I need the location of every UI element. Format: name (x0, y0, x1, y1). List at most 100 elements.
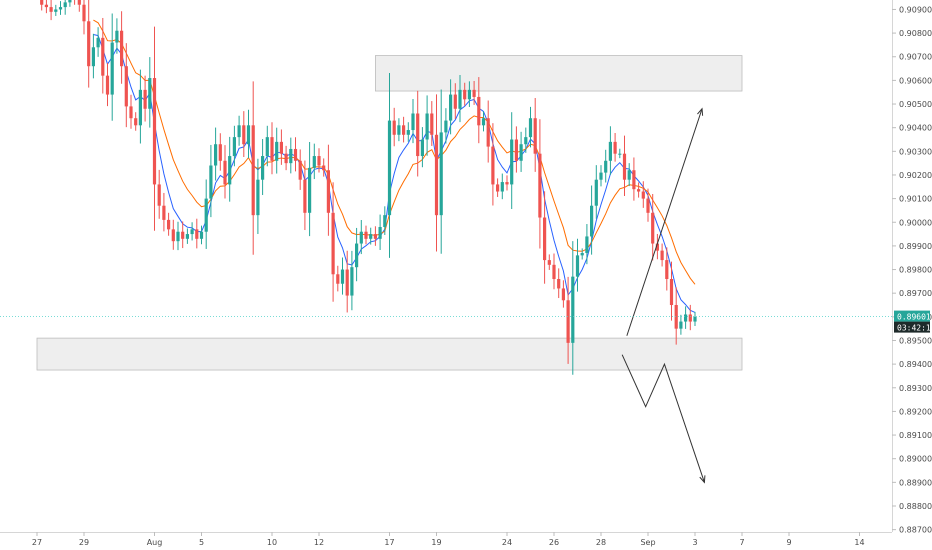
candle-body (369, 234, 373, 239)
candle-body (148, 78, 152, 109)
candle-body (115, 30, 119, 43)
candle-body (251, 125, 255, 216)
arrowhead-icon (699, 475, 706, 484)
candle-body (336, 274, 340, 284)
candle-body (538, 153, 542, 218)
candle-body (397, 125, 401, 135)
candle-body (660, 250, 664, 261)
price-tick-label: 0.89000 (899, 455, 932, 464)
candle-body (500, 182, 504, 192)
candle-body (124, 66, 128, 107)
candle-body (298, 160, 302, 180)
candle-body (138, 89, 142, 126)
candle-body (265, 137, 269, 157)
price-tick-label: 0.90100 (899, 195, 932, 204)
candle-body (420, 139, 424, 157)
candle-body (195, 229, 199, 239)
candle-body (101, 37, 105, 76)
candle-body (322, 165, 326, 171)
candle-body (566, 300, 570, 343)
price-tick-label: 0.89800 (899, 266, 932, 275)
zones-layer (36, 55, 743, 371)
candle-body (387, 120, 392, 216)
candle-body (679, 321, 683, 329)
projections-layer (621, 107, 706, 484)
candle-body (275, 141, 279, 161)
time-tick-label: 17 (384, 538, 394, 547)
candle-body (143, 89, 147, 109)
candle-body (331, 212, 335, 275)
arrowhead-icon (697, 107, 704, 116)
time-axis[interactable]: 27 29 Aug 5 10 12 17 19 24 26 28 Sep 3 7 9 14 (32, 532, 865, 547)
candle-body (590, 205, 594, 237)
candle-body (571, 276, 575, 343)
price-axis[interactable]: 0.88700 0.88800 0.88900 0.89000 0.89100 0.892… (892, 5, 932, 535)
time-tick-label: 9 (786, 538, 791, 547)
candle-body (439, 132, 443, 216)
candle-body (632, 170, 636, 190)
candle-body (129, 106, 133, 119)
candle-body (44, 4, 48, 8)
candle-body (561, 288, 565, 301)
candle-body (674, 305, 678, 329)
moving-averages-layer (93, 19, 696, 313)
candle-body (411, 113, 415, 131)
price-tick-label: 0.88900 (899, 478, 932, 487)
time-tick-label: 10 (267, 538, 277, 547)
candle-body (585, 236, 589, 253)
candle-body (533, 118, 537, 154)
candle-body (406, 130, 410, 135)
candle-body (293, 148, 298, 161)
candle-body (613, 141, 617, 154)
bearish-projection-line (621, 354, 705, 483)
candle-body (383, 215, 387, 227)
price-tick-label: 0.90600 (899, 76, 932, 85)
candle-body (604, 160, 608, 173)
candle-body (232, 137, 236, 157)
candle-body (96, 37, 100, 48)
candle-body (637, 189, 641, 192)
candle-body (350, 267, 354, 296)
time-tick-label: 14 (854, 538, 864, 547)
candle-body (218, 144, 222, 161)
candle-body (270, 137, 274, 161)
candle-body (87, 21, 91, 67)
countdown-label-box (894, 321, 930, 333)
candle-body (496, 184, 500, 192)
candle-body (608, 141, 612, 161)
time-tick-label: 5 (199, 538, 204, 547)
candle-body (82, 4, 86, 22)
candle-body (171, 229, 175, 242)
candle-body (618, 153, 622, 155)
candle-body (646, 198, 650, 213)
candle-body (105, 75, 110, 95)
candle-body (157, 184, 161, 206)
candle-body (303, 179, 307, 213)
candle-body (176, 231, 180, 242)
candle-body (453, 94, 457, 109)
candle-body (519, 144, 523, 161)
candle-body (373, 234, 377, 239)
candle-body (279, 141, 283, 154)
candle-body (688, 314, 692, 322)
price-tick-label: 0.90000 (899, 218, 932, 227)
price-tick-label: 0.90300 (899, 147, 932, 156)
candle-body (430, 113, 434, 135)
candle-body (223, 160, 227, 185)
candle-body (514, 139, 518, 161)
candles-layer (40, 0, 697, 375)
candle-body (54, 9, 58, 12)
price-tick-label: 0.88800 (899, 502, 932, 511)
price-tick-label: 0.90200 (899, 171, 932, 180)
support-zone (36, 337, 743, 371)
slow-moving-average-line (93, 19, 696, 285)
price-tick-label: 0.89500 (899, 336, 932, 345)
candle-body (528, 118, 533, 138)
candle-body (120, 30, 124, 67)
last-price-tag: 0.89601 03:42:10 (894, 310, 932, 333)
candle-body (580, 252, 584, 256)
price-tick-label: 0.90500 (899, 100, 932, 109)
candle-body (552, 264, 556, 280)
time-tick-label: 28 (596, 538, 606, 547)
